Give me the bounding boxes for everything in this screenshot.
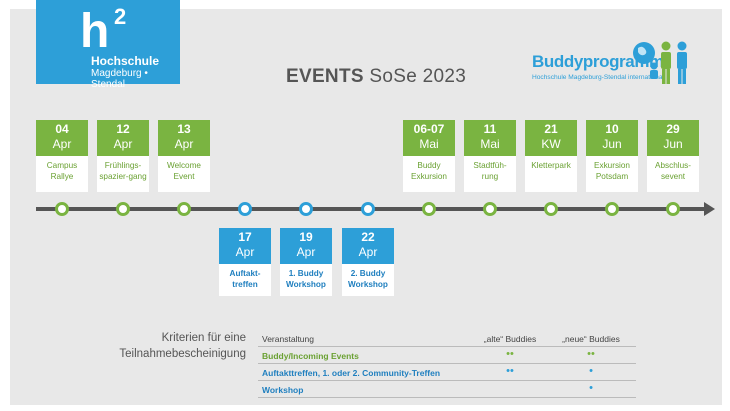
table-cell: • — [589, 382, 593, 394]
timeline-dot — [177, 202, 191, 216]
event-day: 29 — [666, 122, 680, 136]
table-cell: •• — [506, 365, 514, 377]
timeline-dot — [422, 202, 436, 216]
timeline-dot — [483, 202, 497, 216]
table-header: Veranstaltung — [262, 334, 314, 344]
table-header: „neue“ Buddies — [562, 334, 620, 344]
criteria-table: Veranstaltung „alte“ Buddies „neue“ Budd… — [258, 330, 636, 398]
event-day: 11 — [483, 122, 497, 136]
table-cell: •• — [506, 348, 514, 360]
criteria-line-2: Teilnahmebescheinigung — [119, 348, 246, 360]
title-bold: EVENTS — [286, 66, 364, 87]
event-month: Apr — [174, 137, 194, 151]
event-day: 06-07 — [413, 122, 445, 136]
timeline-dot — [238, 202, 252, 216]
table-header-row: Veranstaltung „alte“ Buddies „neue“ Budd… — [258, 330, 636, 347]
logo-letter: h — [80, 5, 110, 58]
event-label: Campus Rallye — [46, 161, 78, 181]
timeline-dot — [299, 202, 313, 216]
timeline-dot — [55, 202, 69, 216]
event-day: 12 — [116, 122, 130, 136]
event-label: Auftakt-treffen — [229, 269, 261, 289]
title-rest: SoSe 2023 — [369, 66, 467, 87]
event-card: 17 Apr Auftakt-treffen — [219, 228, 271, 296]
event-day: 13 — [177, 122, 191, 136]
event-month: Apr — [52, 137, 72, 151]
timeline-dot — [544, 202, 558, 216]
timeline-arrow-icon — [704, 202, 715, 216]
event-card: 10 Jun Exkursion Potsdam — [586, 120, 638, 192]
table-header: „alte“ Buddies — [483, 334, 537, 344]
event-card: 29 Jun Abschlus-sevent — [647, 120, 699, 192]
criteria-heading: Kriterien für eine Teilnahmebescheinigun… — [90, 330, 246, 362]
event-month: Mai — [419, 137, 439, 151]
event-day: 19 — [299, 230, 313, 244]
event-month: Apr — [235, 245, 255, 259]
timeline-dot — [361, 202, 375, 216]
event-month: Apr — [296, 245, 316, 259]
event-label: Buddy Exkursion — [411, 161, 447, 181]
table-cell: • — [589, 365, 593, 377]
event-card: 22 Apr 2. Buddy Workshop — [342, 228, 394, 296]
event-day: 21 — [544, 122, 558, 136]
event-card: 13 Apr Welcome Event — [158, 120, 210, 192]
event-label: 1. Buddy Workshop — [286, 269, 326, 289]
hochschule-logo: h 2 Hochschule Magdeburg • Stendal — [36, 0, 180, 90]
table-row: Auftakttreffen, 1. oder 2. Community-Tre… — [258, 364, 636, 381]
logo-superscript: 2 — [114, 4, 127, 29]
page-title: EVENTS SoSe 2023 — [286, 66, 466, 88]
event-day: 22 — [361, 230, 375, 244]
timeline-dot — [605, 202, 619, 216]
event-card: 11 Mai Stadtfüh-rung — [464, 120, 516, 192]
event-card: 04 Apr Campus Rallye — [36, 120, 88, 192]
buddies-globe-icon — [633, 41, 687, 84]
event-label: Exkursion Potsdam — [594, 161, 630, 181]
table-cell: •• — [587, 348, 595, 360]
event-month: Apr — [113, 137, 133, 151]
table-cell: Auftakttreffen, 1. oder 2. Community-Tre… — [262, 368, 441, 378]
event-label: Frühlings-spazier-gang — [99, 161, 147, 181]
table-row: Workshop • — [258, 381, 636, 398]
logo-line-2: Magdeburg • Stendal — [91, 68, 148, 90]
event-day: 10 — [605, 122, 619, 136]
buddyprogramm-logo: Buddyprogramm Hochschule Magdeburg-Stend… — [532, 40, 700, 88]
timeline-dot — [116, 202, 130, 216]
event-month: Jun — [602, 137, 622, 151]
event-month: Apr — [358, 245, 378, 259]
event-month: KW — [541, 137, 561, 151]
logo-line-1: Hochschule — [91, 54, 160, 68]
table-cell: Workshop — [262, 385, 304, 395]
event-month: Jun — [663, 137, 683, 151]
event-card: 19 Apr 1. Buddy Workshop — [280, 228, 332, 296]
event-day: 17 — [238, 230, 252, 244]
table-cell: Buddy/Incoming Events — [262, 351, 359, 361]
event-label: Welcome Event — [167, 161, 201, 181]
event-month: Mai — [480, 137, 500, 151]
table-row: Buddy/Incoming Events •• •• — [258, 347, 636, 364]
event-day: 04 — [55, 122, 69, 136]
buddy-logo-subtitle: Hochschule Magdeburg-Stendal internation… — [532, 74, 664, 81]
event-label: Abschlus-sevent — [655, 161, 691, 181]
event-label: Kletterpark — [531, 161, 571, 170]
event-card: 06-07 Mai Buddy Exkursion — [403, 120, 455, 192]
event-card: 12 Apr Frühlings-spazier-gang — [97, 120, 149, 192]
event-label: 2. Buddy Workshop — [348, 269, 388, 289]
event-label: Stadtfüh-rung — [473, 161, 507, 181]
criteria-line-1: Kriterien für eine — [161, 332, 246, 344]
timeline-dot — [666, 202, 680, 216]
event-card: 21 KW Kletterpark — [525, 120, 577, 192]
buddy-logo-name: Buddyprogramm — [532, 52, 664, 71]
